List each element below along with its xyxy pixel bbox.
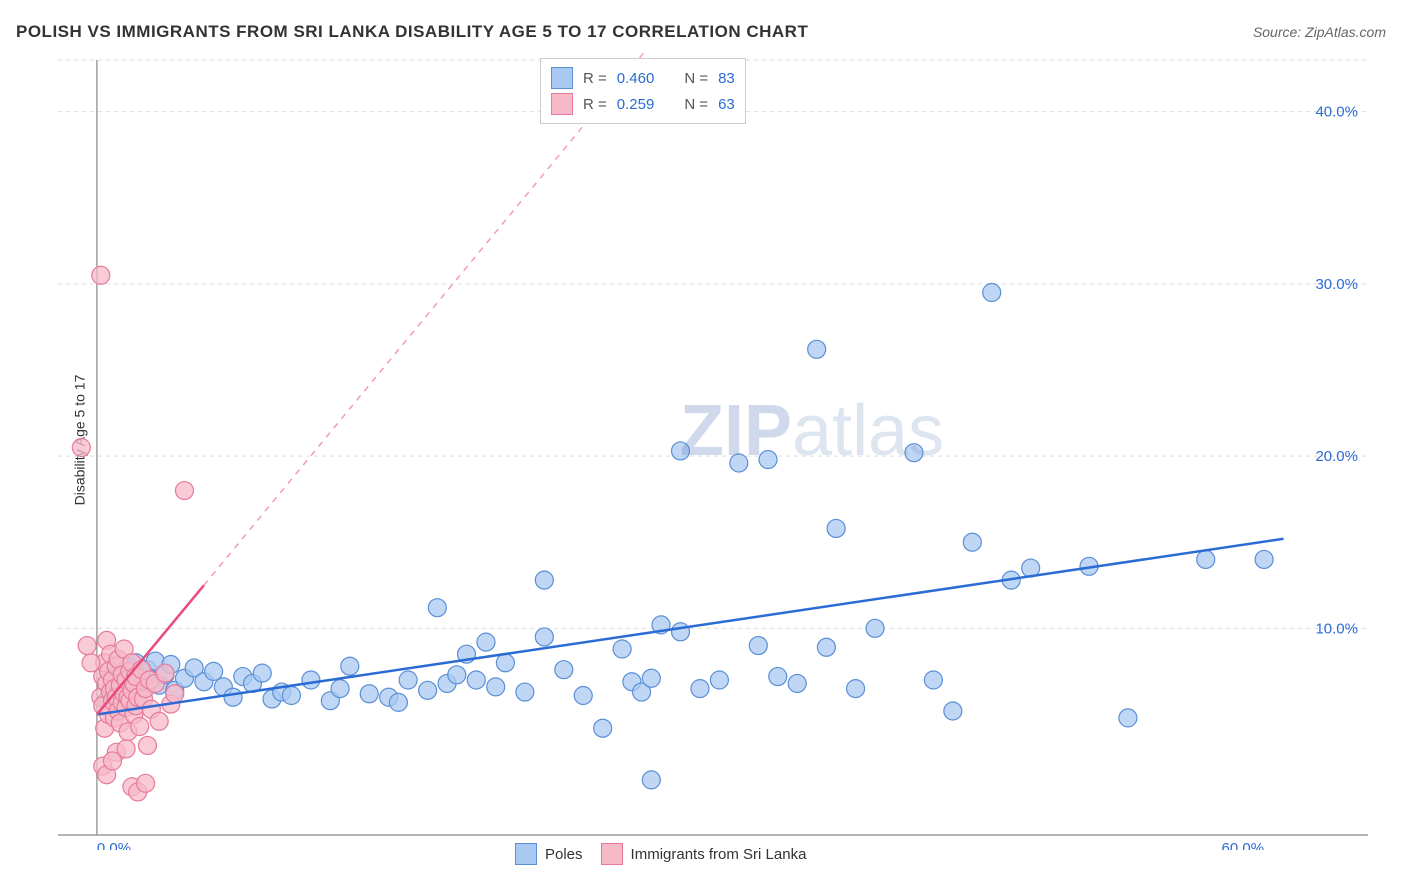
data-point	[467, 671, 485, 689]
data-point	[769, 668, 787, 686]
data-point	[82, 654, 100, 672]
data-point	[866, 619, 884, 637]
data-point	[72, 439, 90, 457]
data-point	[613, 640, 631, 658]
y-tick-label: 30.0%	[1315, 276, 1358, 293]
stats-box: R = 0.460 N = 83 R = 0.259 N = 63	[540, 58, 746, 124]
data-point	[103, 752, 121, 770]
legend-swatch	[515, 843, 537, 865]
legend-item: Poles	[515, 843, 583, 865]
data-point	[1255, 550, 1273, 568]
x-tick-label: 60.0%	[1222, 840, 1265, 850]
data-point	[175, 482, 193, 500]
data-point	[710, 671, 728, 689]
data-point	[360, 685, 378, 703]
legend-item: Immigrants from Sri Lanka	[601, 843, 807, 865]
data-point	[131, 718, 149, 736]
r-label: R =	[583, 70, 607, 87]
data-point	[302, 671, 320, 689]
trendline	[97, 539, 1284, 715]
legend: Poles Immigrants from Sri Lanka	[515, 843, 806, 865]
data-point	[944, 702, 962, 720]
data-point	[428, 599, 446, 617]
series-swatch	[551, 93, 573, 115]
data-point	[963, 533, 981, 551]
legend-swatch	[601, 843, 623, 865]
scatter-chart: 10.0% 20.0% 30.0% 40.0% 0.0% 60.0%	[48, 50, 1368, 850]
data-point	[594, 719, 612, 737]
data-point	[788, 674, 806, 692]
data-point	[905, 444, 923, 462]
data-point	[642, 669, 660, 687]
r-label: R =	[583, 96, 607, 113]
data-point	[730, 454, 748, 472]
data-point	[672, 442, 690, 460]
data-point	[341, 657, 359, 675]
data-point	[496, 654, 514, 672]
data-point	[555, 661, 573, 679]
data-point	[205, 662, 223, 680]
chart-title: POLISH VS IMMIGRANTS FROM SRI LANKA DISA…	[16, 22, 808, 42]
data-point	[535, 571, 553, 589]
data-point	[166, 685, 184, 703]
data-point	[759, 451, 777, 469]
data-point	[448, 666, 466, 684]
data-point	[924, 671, 942, 689]
y-tick-label: 20.0%	[1315, 448, 1358, 465]
n-label: N =	[684, 96, 708, 113]
data-point	[92, 266, 110, 284]
data-point	[808, 340, 826, 358]
data-point	[477, 633, 495, 651]
data-point	[224, 688, 242, 706]
data-point	[1197, 550, 1215, 568]
x-tick-label: 0.0%	[97, 840, 131, 850]
legend-label: Immigrants from Sri Lanka	[631, 846, 807, 863]
stats-row: R = 0.460 N = 83	[551, 65, 735, 91]
stats-row: R = 0.259 N = 63	[551, 91, 735, 117]
r-value: 0.259	[617, 96, 655, 113]
n-value: 63	[718, 96, 735, 113]
series-swatch	[551, 67, 573, 89]
data-point	[983, 284, 1001, 302]
n-label: N =	[684, 70, 708, 87]
data-point	[535, 628, 553, 646]
data-point	[253, 664, 271, 682]
data-point	[574, 687, 592, 705]
data-point	[642, 771, 660, 789]
data-point	[399, 671, 417, 689]
data-point	[487, 678, 505, 696]
data-point	[847, 680, 865, 698]
r-value: 0.460	[617, 70, 655, 87]
data-point	[78, 637, 96, 655]
data-point	[817, 638, 835, 656]
n-value: 83	[718, 70, 735, 87]
source-attribution: Source: ZipAtlas.com	[1253, 24, 1386, 40]
data-point	[156, 664, 174, 682]
data-point	[691, 680, 709, 698]
data-point	[150, 712, 168, 730]
data-point	[138, 736, 156, 754]
data-point	[1119, 709, 1137, 727]
data-point	[419, 681, 437, 699]
data-point	[282, 687, 300, 705]
data-point	[389, 693, 407, 711]
data-point	[827, 519, 845, 537]
data-point	[749, 637, 767, 655]
legend-label: Poles	[545, 846, 583, 863]
y-tick-label: 40.0%	[1315, 104, 1358, 121]
data-point	[516, 683, 534, 701]
data-point	[137, 774, 155, 792]
data-point	[672, 623, 690, 641]
trendline-dashed	[204, 50, 681, 585]
y-tick-label: 10.0%	[1315, 620, 1358, 637]
data-point	[331, 680, 349, 698]
